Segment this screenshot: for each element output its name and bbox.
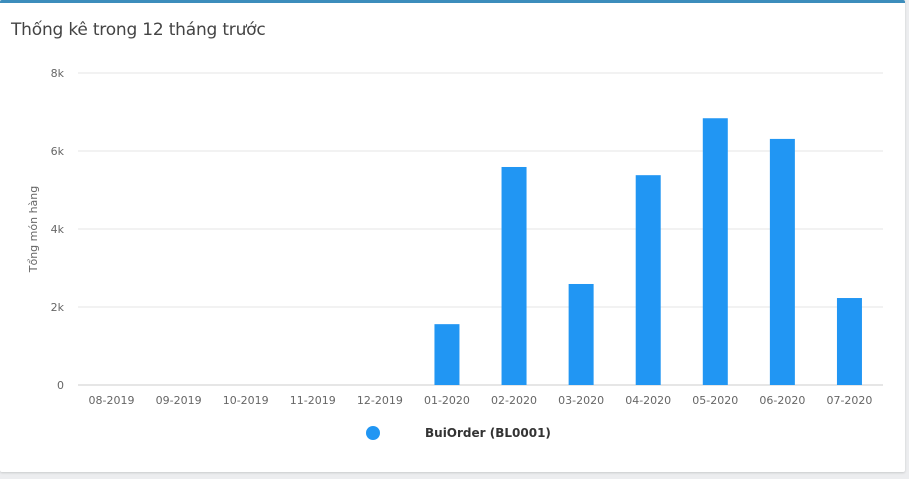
x-tick-label: 06-2020 bbox=[759, 394, 805, 407]
bar-07-2020[interactable] bbox=[836, 298, 862, 385]
x-tick-label: 07-2020 bbox=[826, 394, 872, 407]
x-tick-label: 12-2019 bbox=[357, 394, 403, 407]
y-tick-label: 6k bbox=[51, 145, 65, 158]
x-tick-label: 01-2020 bbox=[424, 394, 470, 407]
x-tick-label: 03-2020 bbox=[558, 394, 604, 407]
card-title: Thống kê trong 12 tháng trước bbox=[11, 20, 266, 40]
x-axis-ticks: 08-2019 09-2019 10-2019 11-2019 12-2019 01-20… bbox=[89, 394, 873, 407]
bar-04-2020[interactable] bbox=[635, 175, 661, 385]
bar-02-2020[interactable] bbox=[501, 166, 527, 385]
x-tick-label: 02-2020 bbox=[491, 394, 537, 407]
x-tick-label: 05-2020 bbox=[692, 394, 738, 407]
y-tick-label: 4k bbox=[51, 223, 65, 236]
x-tick-label: 09-2019 bbox=[156, 394, 202, 407]
grid-lines bbox=[78, 72, 883, 386]
y-tick-label: 8k bbox=[51, 67, 65, 80]
x-tick-label: 11-2019 bbox=[290, 394, 336, 407]
legend-label: BuiOrder (BL0001) bbox=[425, 426, 551, 440]
y-axis-ticks: 0 2k 4k 6k 8k bbox=[51, 67, 65, 392]
bar-01-2020[interactable] bbox=[434, 324, 460, 385]
bar-06-2020[interactable] bbox=[769, 138, 795, 385]
y-tick-label: 0 bbox=[57, 379, 64, 392]
bars bbox=[434, 118, 862, 386]
x-tick-label: 10-2019 bbox=[223, 394, 269, 407]
y-tick-label: 2k bbox=[51, 301, 65, 314]
legend-marker bbox=[366, 426, 380, 440]
bar-03-2020[interactable] bbox=[568, 283, 594, 385]
legend[interactable]: BuiOrder (BL0001) bbox=[366, 424, 551, 442]
x-tick-label: 08-2019 bbox=[89, 394, 135, 407]
bar-05-2020[interactable] bbox=[702, 118, 728, 386]
x-tick-label: 04-2020 bbox=[625, 394, 671, 407]
y-axis-label: Tổng món hàng bbox=[27, 186, 40, 273]
